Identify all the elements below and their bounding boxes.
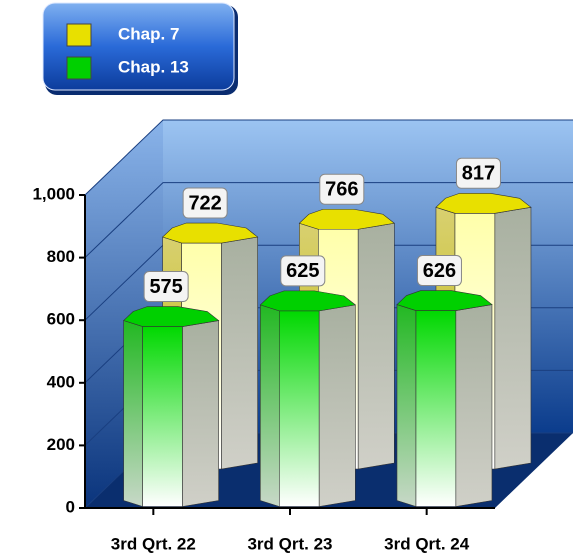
bar [396, 290, 493, 507]
bar-right-face [494, 206, 532, 470]
bar-top [162, 222, 259, 244]
legend-label: Chap. 13 [118, 57, 189, 76]
x-tick-label: 3rd Qrt. 22 [111, 534, 196, 553]
value-label-box [455, 157, 501, 189]
x-tick-label: 3rd Qrt. 24 [384, 534, 470, 553]
bar-top [298, 208, 396, 230]
value-label: 766 [325, 179, 358, 201]
bar [259, 290, 357, 507]
value-label-box [143, 271, 189, 303]
bar-right-face [455, 304, 493, 507]
bar-front-face [142, 326, 183, 507]
grid-line [84, 182, 573, 258]
bar-right-face [182, 320, 219, 507]
bar-right-face [318, 304, 356, 507]
y-tick-label: 1,000 [32, 184, 75, 203]
bar-right-face [357, 222, 395, 470]
bar-front-face [415, 310, 457, 507]
x-tick-label: 3rd Qrt. 23 [247, 534, 332, 553]
legend-swatch [66, 56, 92, 80]
bar-top [259, 290, 357, 312]
bar-front-face [278, 310, 320, 507]
bar [123, 306, 220, 507]
bar-left-face [259, 304, 280, 507]
value-label-box [182, 187, 228, 219]
value-label: 722 [188, 192, 221, 214]
bar-top [435, 192, 532, 214]
y-tick-label: 600 [47, 310, 75, 329]
legend-label: Chap. 7 [118, 24, 179, 43]
y-tick-label: 200 [47, 435, 75, 454]
value-label-box [416, 255, 462, 287]
bar-left-face [123, 320, 143, 507]
y-tick-label: 0 [66, 497, 75, 516]
bar-right-face [221, 236, 258, 470]
value-label: 575 [149, 276, 182, 298]
grid-line [84, 119, 573, 196]
value-label: 625 [286, 260, 319, 282]
value-label-box [280, 255, 326, 287]
legend-swatch [66, 23, 92, 47]
value-label: 817 [462, 163, 495, 185]
y-tick-label: 800 [47, 247, 75, 266]
bar-top [396, 290, 493, 311]
value-label: 626 [423, 260, 456, 282]
y-tick-label: 400 [47, 372, 75, 391]
bar-top [123, 306, 220, 327]
bar-left-face [396, 304, 417, 507]
value-label-box [319, 173, 365, 205]
